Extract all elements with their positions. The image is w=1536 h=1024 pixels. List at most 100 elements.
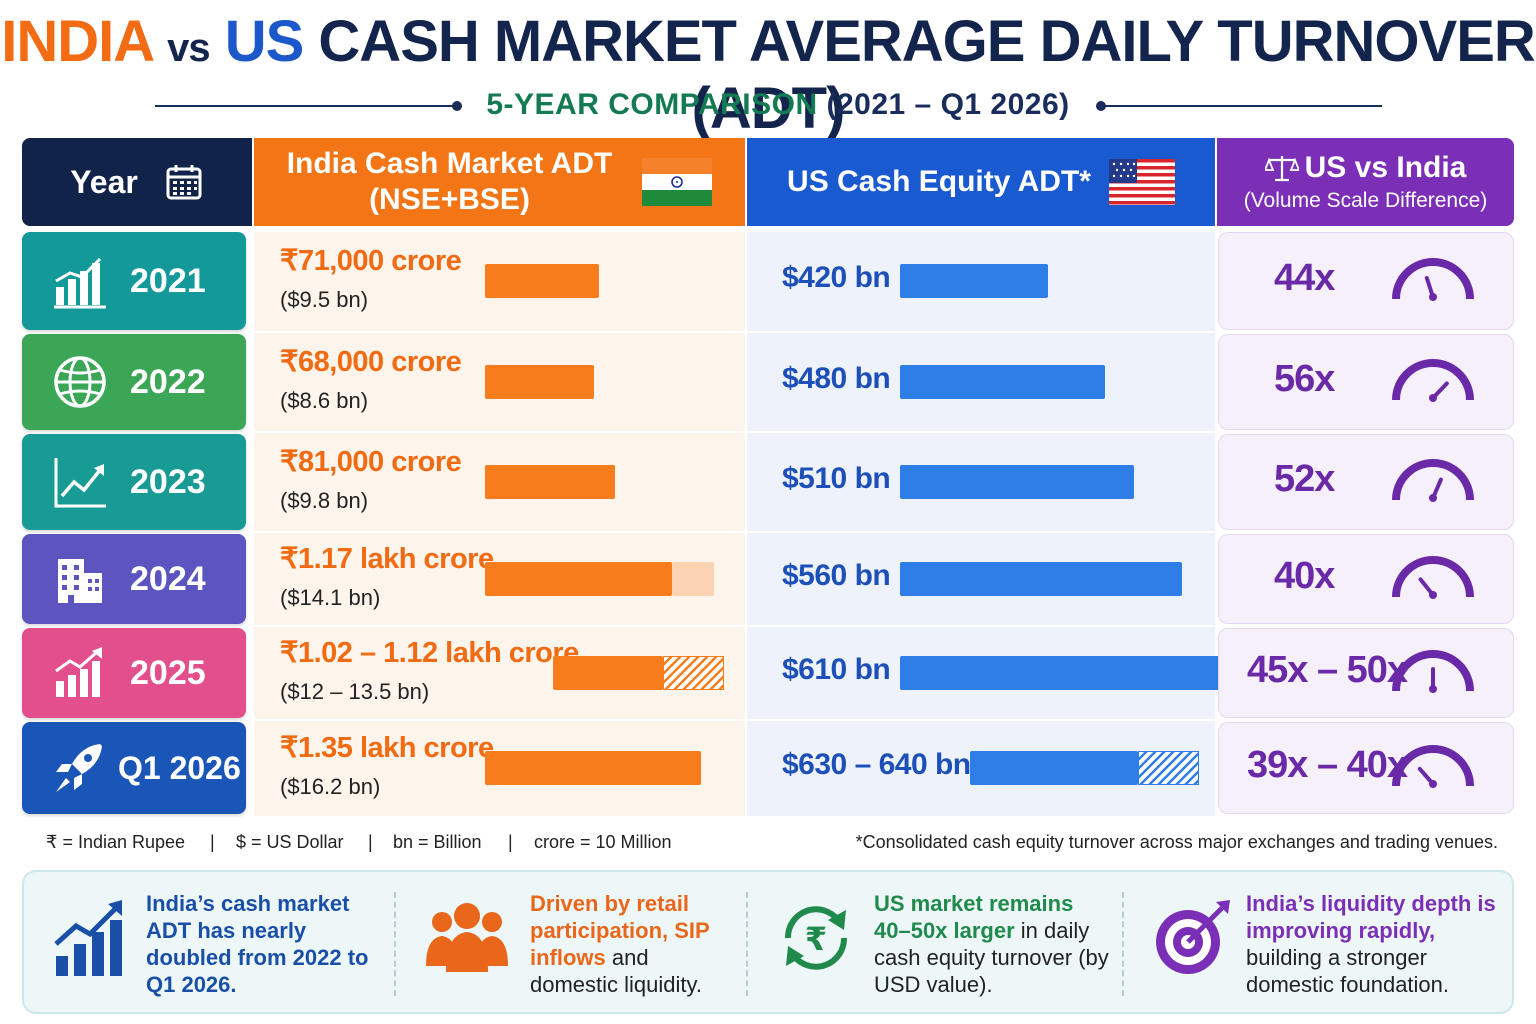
people-icon	[426, 903, 508, 972]
india-value-inr: ₹68,000 crore	[280, 346, 462, 378]
india-column-background	[254, 232, 745, 816]
row-divider	[254, 625, 1215, 627]
gauge-icon	[1392, 459, 1474, 502]
row-divider	[254, 431, 1215, 433]
growth-bars-icon	[54, 900, 122, 976]
us-bar	[900, 656, 1231, 690]
india-bar-extension	[672, 562, 715, 596]
india-value-inr: ₹1.02 – 1.12 lakh crore	[280, 637, 579, 669]
row-divider	[254, 331, 1215, 333]
insight-1: India’s cash market ADT has nearly doubl…	[146, 890, 382, 998]
us-column-background	[747, 232, 1215, 816]
legend-sep-3: |	[508, 832, 513, 852]
table-row: 2023 ₹81,000 crore ($9.8 bn) $510 bn 52x	[0, 434, 1536, 530]
india-bar	[485, 264, 599, 298]
subtitle-years: (2021 – Q1 2026)	[826, 88, 1070, 121]
header-us: US Cash Equity ADT*	[747, 138, 1215, 226]
us-flag-icon	[1108, 159, 1175, 205]
row-divider	[254, 531, 1215, 533]
year-label: 2025	[130, 653, 206, 692]
title-vs: vs	[167, 26, 210, 70]
gauge-icon	[1392, 650, 1474, 693]
header-india-line2: (NSE+BSE)	[369, 183, 530, 216]
india-value-usd: ($8.6 bn)	[280, 388, 369, 413]
legend-sep-1: |	[210, 832, 215, 852]
insights-panel: India’s cash market ADT has nearly doubl…	[22, 870, 1514, 1014]
india-flag-icon	[642, 158, 713, 206]
india-bar	[485, 465, 615, 499]
us-bar	[900, 465, 1135, 499]
year-cell: 2025	[22, 628, 246, 718]
us-bar	[970, 751, 1138, 785]
us-bar	[900, 365, 1106, 399]
india-value-usd: ($14.1 bn)	[280, 585, 381, 610]
growth-chart-icon	[52, 645, 108, 701]
header-ratio-line2: (Volume Scale Difference)	[1243, 189, 1488, 212]
table-row: Q1 2026 ₹1.35 lakh crore ($16.2 bn) $630 – …	[0, 722, 1536, 814]
insight-2: Driven by retail participation, SIP infl…	[530, 890, 730, 998]
us-value: $630 – 640 bn	[782, 748, 971, 781]
india-value-usd: ($9.8 bn)	[280, 488, 369, 513]
insight-divider	[746, 892, 748, 996]
header-year-label: Year	[70, 163, 138, 200]
table-row: 2024 ₹1.17 lakh crore ($14.1 bn) $560 bn 40x	[0, 534, 1536, 624]
insight-3-rest: in daily cash equity turnover (by USD va…	[874, 918, 1109, 997]
rupee-cycle-icon: ₹	[784, 906, 848, 970]
india-bar	[485, 751, 701, 785]
rocket-icon	[52, 740, 108, 796]
ratio-value: 39x – 40x	[1247, 744, 1408, 786]
header-india-line1: India Cash Market ADT	[286, 147, 613, 180]
ratio-value: 45x – 50x	[1247, 649, 1408, 691]
table-row: 2025 ₹1.02 – 1.12 lakh crore ($12 – 13.5 b…	[0, 628, 1536, 718]
subtitle-dot-left	[452, 101, 462, 111]
legend-sep-2: |	[368, 832, 373, 852]
svg-text:₹: ₹	[805, 920, 827, 958]
header-ratio-label: US vs India	[1304, 151, 1467, 184]
bar-chart-icon	[52, 253, 108, 309]
subtitle-line-left	[155, 105, 460, 107]
legend-dollar: $ = US Dollar	[236, 832, 344, 852]
gauge-icon	[1392, 745, 1474, 788]
gauge-icon	[1392, 556, 1474, 599]
us-value: $610 bn	[782, 653, 891, 686]
header-us-label: US Cash Equity ADT*	[787, 165, 1091, 198]
insight-1-bold: India’s cash market ADT has nearly doubl…	[146, 891, 369, 997]
india-value-inr: ₹71,000 crore	[280, 245, 462, 277]
calendar-icon	[166, 165, 202, 200]
year-cell: 2021	[22, 232, 246, 330]
title-us: US	[224, 9, 305, 74]
ratio-value: 52x	[1274, 458, 1335, 500]
ratio-value: 56x	[1274, 358, 1335, 400]
building-icon	[52, 551, 108, 607]
insight-3-bold: US market remains 40–50x larger	[874, 891, 1074, 943]
title-india: INDIA	[1, 9, 153, 74]
table-row: 2021 ₹71,000 crore ($9.5 bn) $420 bn 44x	[0, 232, 1536, 330]
us-bar	[900, 264, 1048, 298]
header-ratio-line1: US vs India	[1264, 151, 1467, 185]
page-title: INDIA vs US CASH MARKET AVERAGE DAILY TU…	[0, 8, 1536, 142]
header-ratio: US vs India (Volume Scale Difference)	[1217, 138, 1514, 226]
us-bar-range	[1138, 751, 1199, 785]
us-value: $420 bn	[782, 261, 891, 294]
scale-icon	[1264, 156, 1299, 182]
line-chart-icon	[52, 454, 108, 510]
year-cell: 2022	[22, 334, 246, 430]
subtitle-row: 5-YEAR COMPARISON (2021 – Q1 2026)	[0, 86, 1536, 126]
row-divider	[254, 719, 1215, 721]
us-value: $480 bn	[782, 362, 891, 395]
insight-4-rest: building a stronger domestic foundation.	[1246, 945, 1450, 997]
subtitle-text: 5-YEAR COMPARISON	[486, 88, 818, 121]
header-india: India Cash Market ADT (NSE+BSE)	[254, 138, 745, 226]
year-label: 2021	[130, 261, 206, 300]
insight-4: India’s liquidity depth is improving rap…	[1246, 890, 1496, 998]
india-bar	[485, 562, 673, 596]
year-cell: Q1 2026	[22, 722, 246, 814]
insight-4-bold: India’s liquidity depth is improving rap…	[1246, 891, 1496, 943]
ratio-value: 44x	[1274, 257, 1335, 299]
gauge-icon	[1392, 258, 1474, 301]
india-bar	[553, 656, 664, 690]
us-value: $560 bn	[782, 559, 891, 592]
insight-2-bold: Driven by retail participation, SIP infl…	[530, 891, 710, 970]
india-value-inr: ₹81,000 crore	[280, 446, 462, 478]
india-bar-range	[663, 656, 725, 690]
